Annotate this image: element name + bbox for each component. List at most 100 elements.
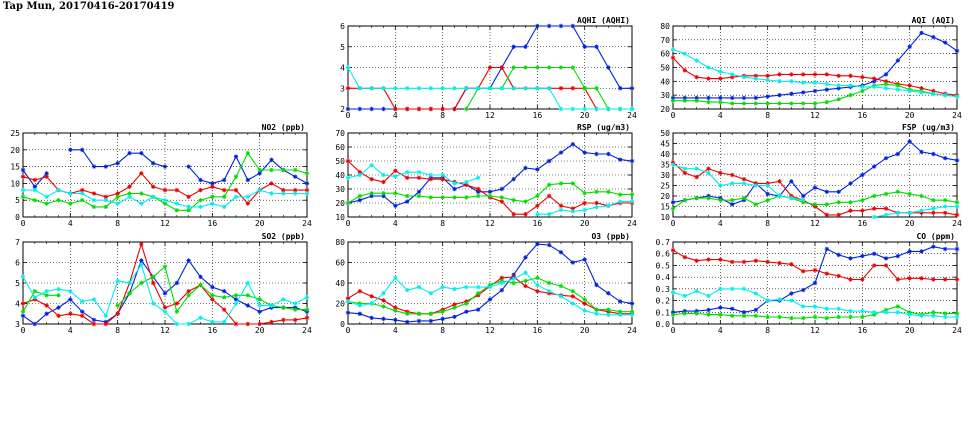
data-point <box>44 194 49 200</box>
data-point <box>694 166 699 171</box>
data-point <box>558 203 564 208</box>
data-point <box>824 202 830 207</box>
data-point <box>369 86 374 91</box>
data-point <box>836 189 841 194</box>
data-point <box>535 86 540 91</box>
chart-title: FSP (ug/m3) <box>902 123 955 132</box>
data-point <box>741 310 747 315</box>
data-point <box>345 310 351 315</box>
data-point <box>103 198 109 203</box>
data-point <box>198 177 203 183</box>
data-point <box>848 314 853 320</box>
data-point <box>393 305 398 310</box>
data-point <box>582 191 587 196</box>
y-tick-label: 0.0 <box>656 320 671 329</box>
y-tick-label: 20 <box>660 192 670 201</box>
data-point <box>487 65 493 70</box>
data-point <box>369 177 374 182</box>
data-point <box>883 310 889 315</box>
data-point <box>558 23 564 29</box>
data-point <box>115 201 120 206</box>
data-point <box>836 73 841 78</box>
data-point <box>304 295 310 300</box>
data-point <box>694 174 699 180</box>
data-point <box>729 259 735 265</box>
data-point <box>523 44 528 49</box>
x-tick-label: 24 <box>302 326 312 335</box>
data-point <box>765 101 770 106</box>
data-point <box>174 280 180 286</box>
data-point <box>115 303 120 308</box>
data-point <box>68 289 73 294</box>
data-point <box>824 81 830 87</box>
data-point <box>706 312 711 317</box>
data-point <box>860 308 865 314</box>
data-point <box>836 306 841 311</box>
data-point <box>594 307 599 312</box>
series-line <box>22 290 59 312</box>
data-point <box>718 95 723 101</box>
data-point <box>499 65 505 70</box>
data-point <box>777 193 782 199</box>
data-point <box>91 191 97 196</box>
data-point <box>800 315 806 321</box>
series-line <box>347 164 479 184</box>
data-point <box>670 312 676 317</box>
data-point <box>777 297 782 302</box>
data-point <box>416 86 422 91</box>
y-tick-label: 70 <box>660 36 670 45</box>
data-point <box>404 86 410 91</box>
data-point <box>103 313 109 318</box>
series-green <box>345 181 635 206</box>
data-point <box>682 166 688 171</box>
y-tick-label: 0.2 <box>656 297 671 306</box>
data-point <box>546 289 552 294</box>
data-point <box>919 90 924 95</box>
y-tick-label: 40 <box>335 279 345 288</box>
data-point <box>765 314 770 320</box>
x-tick-label: 24 <box>952 219 962 228</box>
data-point <box>79 313 85 318</box>
data-point <box>245 321 251 327</box>
data-point <box>694 289 699 294</box>
data-point <box>115 161 120 166</box>
data-point <box>617 192 623 197</box>
series-red <box>345 274 635 316</box>
data-point <box>871 84 877 90</box>
data-point <box>281 187 286 193</box>
data-point <box>729 306 735 311</box>
data-point <box>558 294 564 299</box>
data-point <box>558 283 564 289</box>
chart-rsp: 0 4 8 12 16 20 24 10 20 30 40 50 60 70 RSP (ug/m3) <box>335 123 637 228</box>
data-point <box>304 307 310 312</box>
data-point <box>871 263 877 268</box>
y-tick-label: 30 <box>660 91 670 100</box>
y-tick-label: 50 <box>335 157 345 166</box>
data-point <box>369 163 374 168</box>
data-point <box>812 88 818 94</box>
data-point <box>233 293 239 298</box>
data-point <box>44 201 49 206</box>
data-point <box>558 86 564 91</box>
data-point <box>582 257 587 262</box>
data-point <box>186 289 191 294</box>
data-point <box>606 203 611 208</box>
data-point <box>150 301 156 306</box>
data-point <box>139 280 144 286</box>
data-point <box>954 48 960 54</box>
data-point <box>848 92 853 98</box>
data-point <box>535 282 540 288</box>
data-point <box>931 151 936 157</box>
data-point <box>848 256 853 261</box>
y-tick-label: 6 <box>340 22 345 31</box>
data-point <box>127 184 132 189</box>
data-point <box>883 263 889 268</box>
data-point <box>606 189 611 194</box>
data-point <box>812 304 818 309</box>
y-tick-label: 4 <box>15 300 20 309</box>
data-point <box>511 212 516 217</box>
data-point <box>404 175 410 180</box>
data-point <box>269 181 274 186</box>
data-point <box>729 95 735 101</box>
y-tick-label: 35 <box>660 161 670 170</box>
